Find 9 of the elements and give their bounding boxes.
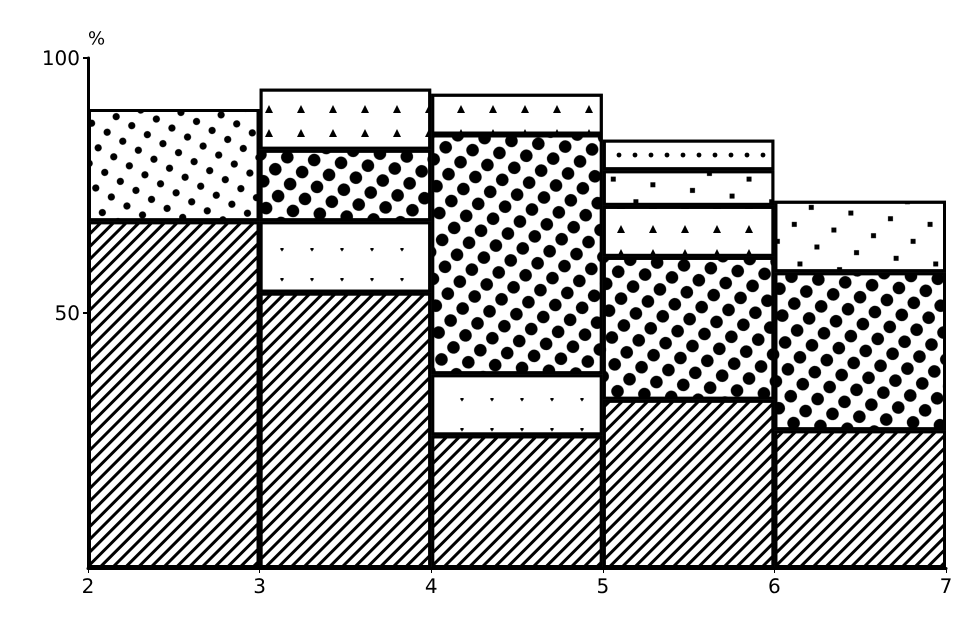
y-axis-title: % [88,28,106,50]
x-tick-label: 4 [424,574,438,598]
x-tick-label: 2 [82,574,94,598]
x-tick-label: 7 [940,574,952,598]
x-tick-label: 5 [596,574,610,598]
y-tick-label: 50 [54,301,80,325]
x-tick-label: 3 [253,574,266,598]
y-tick-label: 100 [42,46,80,70]
x-tick-label: 6 [768,574,781,598]
